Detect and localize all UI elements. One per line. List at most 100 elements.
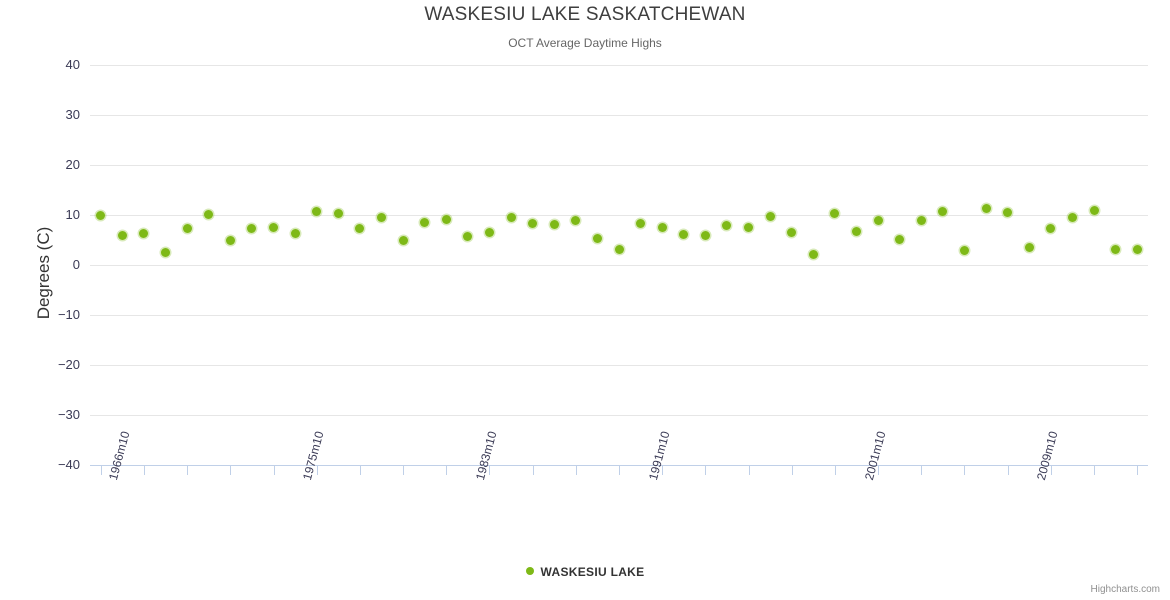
chart-title: WASKESIU LAKE SASKATCHEWAN <box>424 4 746 25</box>
gridline <box>90 365 1148 366</box>
data-point[interactable] <box>873 216 883 225</box>
x-axis-tick <box>273 466 275 475</box>
y-axis-tick-label: −30 <box>57 407 80 422</box>
y-axis-tick-label: 0 <box>72 257 80 272</box>
data-point[interactable] <box>420 218 430 227</box>
data-point[interactable] <box>528 219 538 228</box>
data-point[interactable] <box>744 222 754 232</box>
data-point[interactable] <box>506 213 516 222</box>
data-point[interactable] <box>333 209 343 218</box>
x-axis-tick <box>1137 466 1139 475</box>
x-axis-tick <box>1094 466 1096 475</box>
data-point[interactable] <box>549 219 559 229</box>
y-axis-tick-label: −10 <box>57 307 80 322</box>
x-axis-tick <box>662 466 664 475</box>
data-point[interactable] <box>700 231 710 240</box>
plot-area <box>90 65 1148 466</box>
data-point[interactable] <box>959 246 969 255</box>
x-axis-tick <box>489 466 491 475</box>
data-point[interactable] <box>657 222 667 232</box>
data-point[interactable] <box>398 235 408 245</box>
data-point[interactable] <box>484 227 494 237</box>
gridline <box>90 415 1148 416</box>
x-axis-tick <box>1007 466 1009 475</box>
x-axis-tick <box>619 466 620 475</box>
data-point[interactable] <box>1024 243 1034 252</box>
data-point[interactable] <box>290 229 300 238</box>
data-point[interactable] <box>96 210 106 220</box>
data-point[interactable] <box>1111 245 1121 254</box>
data-point[interactable] <box>225 235 235 245</box>
x-axis-tick <box>705 466 707 475</box>
legend-item-waskesiu-lake[interactable]: WASKESIU LAKE <box>525 564 645 579</box>
data-point[interactable] <box>981 204 991 213</box>
x-axis-tick <box>230 466 232 475</box>
data-point[interactable] <box>247 223 257 233</box>
data-point[interactable] <box>830 208 840 218</box>
x-axis-tick <box>878 466 880 475</box>
data-point[interactable] <box>139 229 149 238</box>
x-axis-tick <box>143 466 145 475</box>
x-axis-tick <box>316 466 318 475</box>
data-point[interactable] <box>441 215 451 224</box>
y-axis-tick-label: −20 <box>57 357 80 372</box>
x-axis-tick <box>921 466 923 475</box>
x-axis-tick <box>446 466 448 475</box>
x-axis-tick <box>403 466 405 475</box>
data-point[interactable] <box>808 250 818 259</box>
data-point[interactable] <box>1089 205 1099 215</box>
y-axis-tick-label: −40 <box>57 457 80 472</box>
y-axis-tick-label: 40 <box>65 57 80 72</box>
x-axis-tick <box>791 466 793 475</box>
data-point[interactable] <box>117 230 127 240</box>
y-axis-tick-label: 20 <box>65 157 80 172</box>
x-axis-tick <box>187 466 189 475</box>
y-axis-tick-label: 10 <box>65 207 80 222</box>
data-point[interactable] <box>636 219 646 228</box>
x-axis-tick <box>575 466 577 475</box>
data-point[interactable] <box>765 211 775 221</box>
data-point[interactable] <box>722 221 732 230</box>
gridline <box>90 65 1148 66</box>
data-point[interactable] <box>463 232 473 241</box>
data-point[interactable] <box>182 223 192 233</box>
gridline <box>90 165 1148 166</box>
credits-label[interactable]: Highcharts.com <box>1090 584 1160 595</box>
y-axis-tick-label: 30 <box>65 107 80 122</box>
data-point[interactable] <box>204 210 214 219</box>
x-axis-tick <box>748 466 750 475</box>
data-point[interactable] <box>1132 245 1142 254</box>
x-axis-tick <box>964 466 966 475</box>
x-axis-line <box>90 465 1148 466</box>
data-point[interactable] <box>1067 213 1077 222</box>
data-point[interactable] <box>355 223 365 233</box>
data-point[interactable] <box>592 234 602 243</box>
data-point[interactable] <box>312 207 322 216</box>
x-axis-tick <box>834 466 836 475</box>
data-point[interactable] <box>916 216 926 225</box>
data-point[interactable] <box>895 235 905 244</box>
data-point[interactable] <box>376 212 386 222</box>
data-point[interactable] <box>614 245 624 254</box>
x-axis-tick <box>359 466 361 475</box>
data-point[interactable] <box>679 229 689 239</box>
chart-subtitle: OCT Average Daytime Highs <box>508 36 662 50</box>
x-axis-tick <box>1050 466 1052 475</box>
data-point[interactable] <box>938 207 948 216</box>
data-point[interactable] <box>1046 224 1056 233</box>
legend-item-label: WASKESIU LAKE <box>540 564 645 579</box>
gridline <box>90 115 1148 116</box>
data-point[interactable] <box>571 216 581 225</box>
legend-marker-icon <box>525 566 534 575</box>
x-axis-tick <box>100 466 102 475</box>
x-axis-tick <box>532 466 534 475</box>
data-point[interactable] <box>852 227 861 236</box>
data-point[interactable] <box>787 227 797 237</box>
gridline <box>90 215 1148 216</box>
data-point[interactable] <box>1003 208 1013 217</box>
data-point[interactable] <box>161 247 171 257</box>
chart-legend: WASKESIU LAKE <box>0 562 1170 580</box>
data-point[interactable] <box>269 222 279 232</box>
gridline <box>90 265 1148 266</box>
